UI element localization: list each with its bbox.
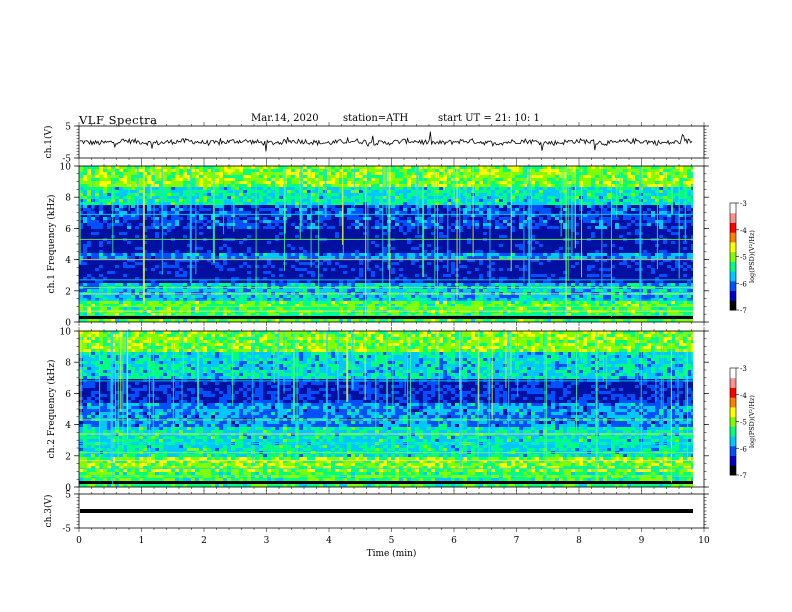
xtick-label: 5 [389, 536, 395, 546]
ch1-colorbar-segment [730, 232, 736, 243]
date-label: Mar.14, 2020 [251, 113, 319, 124]
ch2-ylabel: ch.2 Frequency (kHz) [46, 360, 57, 459]
ch2-colorbar-segment [730, 416, 736, 427]
xtick-label: 1 [139, 536, 145, 546]
station-label: station=ATH [343, 113, 409, 124]
ch1-colorbar-segment [730, 212, 736, 223]
ch1-colorbar-segment [730, 271, 736, 282]
ch2-colorbar-tick-label: -6 [740, 445, 747, 453]
ch3-waveform [80, 509, 693, 513]
ch1-colorbar-tick-label: -4 [740, 227, 747, 235]
ch2-ytick-label: 0 [65, 484, 71, 494]
ch2-spec-panel: -3 -4 -5 -6 -7 log(PSD)(V²/Hz) 10 8 6 4 2 0 ch.2 Fre… [46, 327, 756, 494]
ch1-ytick-label: 5 [65, 123, 71, 133]
ch2-colorbar-segment [730, 387, 736, 398]
ch2-ytick-label: 10 [60, 328, 72, 338]
figure-title: VLF Spectra [79, 113, 158, 127]
ch2-colorbar-tick-label: -5 [740, 419, 747, 427]
ch1-ylabel: ch.1 Frequency (kHz) [46, 195, 57, 294]
xtick-label: 4 [326, 536, 332, 546]
ch1-ytick-label: 10 [60, 163, 72, 173]
ch2-colorbar-segment [730, 455, 736, 466]
ch1-colorbar-segment [730, 261, 736, 272]
ch1-colorbar-segment [730, 222, 736, 233]
xtick-label: 2 [201, 536, 207, 546]
ch2-colorbar-tick-label: -4 [740, 392, 747, 400]
ch1-colorbar-segment [730, 300, 736, 311]
ch1-ylabel: ch.1(V) [43, 126, 54, 159]
ch3-flat-panel: 5 -5 ch.3(V) [43, 490, 709, 535]
ch2-ytick-label: 6 [65, 390, 71, 400]
ch1-colorbar-tick-label: -7 [740, 307, 747, 315]
ch2-empty-region [693, 331, 704, 487]
ch2-ytick-label: 8 [65, 359, 71, 369]
ch1-ytick-label: 4 [65, 256, 71, 266]
ch1-empty-region [693, 166, 704, 322]
xaxis-label: Time (min) [367, 548, 417, 559]
xtick-label: 3 [264, 536, 270, 546]
start-time-label: start UT = 21: 10: 1 [438, 113, 540, 124]
xtick-label: 9 [639, 536, 645, 546]
ch1-colorbar-tick-label: -5 [740, 254, 747, 262]
ch1-ytick-label: 2 [65, 287, 71, 297]
ch1-spectrogram [79, 166, 693, 322]
ch1-colorbar-tick-label: -6 [740, 280, 747, 288]
ch1-colorbar-tick-label: -3 [740, 200, 747, 208]
ch2-colorbar-segment [730, 426, 736, 437]
ch2-colorbar-segment [730, 445, 736, 457]
ch2-colorbar-tick-label: -3 [740, 365, 747, 373]
xtick-label: 10 [698, 536, 710, 546]
ch2-colorbar-segment [730, 436, 736, 447]
ch1-colorbar-segment [730, 241, 736, 253]
ch3-ylabel: ch.3(V) [43, 495, 54, 528]
ch1-ytick-label: 8 [65, 194, 71, 204]
ch3-ytick-label: -5 [62, 525, 71, 535]
ch1-colorbar-label: log(PSD)(V²/Hz) [748, 230, 756, 283]
ch1-ytick-label: 0 [65, 319, 71, 329]
ch2-colorbar-segment [730, 368, 736, 379]
ch1-spec-panel: -3 -4 -5 -6 -7 log(PSD)(V²/Hz) 10 8 6 4 2 0 ch.1 Fre… [46, 162, 756, 329]
xtick-label: 7 [514, 536, 520, 546]
ch1-colorbar-segment [730, 251, 736, 262]
ch1-waveform [79, 131, 693, 152]
ch2-ytick-label: 4 [65, 421, 71, 431]
ch1-line-panel: 5 -5 ch.1(V) [43, 122, 709, 165]
ch1-colorbar-segment [730, 290, 736, 301]
xtick-label: 8 [576, 536, 582, 546]
xtick-label: 0 [76, 536, 82, 546]
ch2-colorbar-segment [730, 397, 736, 408]
ch2-colorbar-segment [730, 465, 736, 476]
ch1-ytick-label: -5 [62, 155, 71, 165]
ch2-colorbar-tick-label: -7 [740, 472, 747, 480]
ch1-ytick-label: 6 [65, 225, 71, 235]
ch1-frame [78, 125, 705, 159]
ch3-ytick-label: 5 [65, 491, 71, 501]
ch2-colorbar-label: log(PSD)(V²/Hz) [748, 395, 756, 448]
ch2-colorbar-segment [730, 406, 736, 418]
ch1-colorbar-segment [730, 280, 736, 292]
xtick-label: 6 [451, 536, 457, 546]
ch2-ytick-label: 2 [65, 452, 71, 462]
ch2-colorbar-segment [730, 377, 736, 388]
ch1-colorbar-segment [730, 203, 736, 214]
ch2-spectrogram [79, 331, 693, 487]
